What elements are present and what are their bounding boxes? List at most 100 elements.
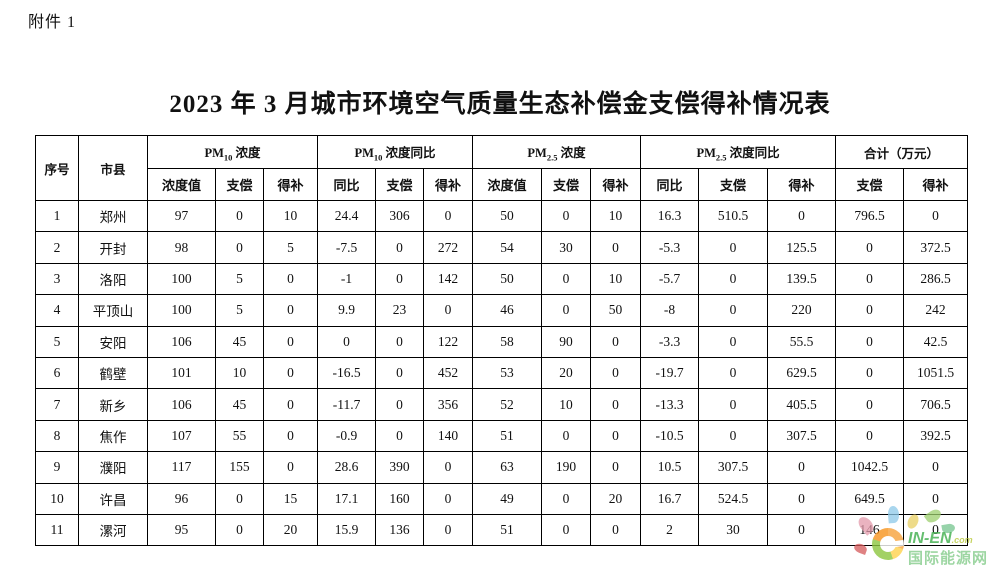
city-cell: 郑州 bbox=[78, 199, 148, 233]
value-cell: 0 bbox=[262, 451, 319, 484]
value-cell: 142 bbox=[423, 262, 474, 296]
value-cell: 0 bbox=[590, 231, 642, 264]
value-cell: 0 bbox=[835, 325, 905, 358]
value-cell: 0 bbox=[215, 513, 264, 547]
subcol-concentration: 浓度值 bbox=[147, 168, 216, 201]
value-cell: 96 bbox=[147, 482, 216, 515]
subcol-yoy: 同比 bbox=[640, 168, 700, 201]
value-cell: 10 bbox=[590, 199, 642, 233]
value-cell: 55 bbox=[215, 419, 264, 453]
row-index-cell: 9 bbox=[35, 451, 79, 484]
value-cell: 0 bbox=[767, 199, 837, 233]
col-group-pm25-concentration: PM2.5 浓度 bbox=[472, 135, 642, 169]
value-cell: 106 bbox=[147, 388, 216, 421]
value-cell: 10 bbox=[590, 262, 642, 296]
value-cell: 306 bbox=[375, 199, 425, 233]
value-cell: 0 bbox=[698, 325, 769, 358]
value-cell: 52 bbox=[472, 388, 543, 421]
pm-label: PM bbox=[527, 145, 547, 160]
value-cell: 307.5 bbox=[767, 419, 837, 453]
col-header-city: 市县 bbox=[78, 135, 148, 201]
value-cell: 524.5 bbox=[698, 482, 769, 515]
col-group-pm10-concentration: PM10 浓度 bbox=[146, 135, 319, 169]
value-cell: -3.3 bbox=[640, 325, 700, 358]
table-row: 8 焦作 107 55 0 -0.9 0 140 51 0 0 -10.5 0 307.5 0 392.5 bbox=[35, 419, 969, 453]
value-cell: 136 bbox=[375, 513, 425, 547]
value-cell: 0 bbox=[375, 388, 425, 421]
subcol-receive: 得补 bbox=[767, 168, 837, 201]
value-cell: 139.5 bbox=[767, 262, 837, 296]
value-cell: 16.7 bbox=[640, 482, 700, 515]
value-cell: 0 bbox=[835, 231, 905, 264]
value-cell: 0 bbox=[541, 513, 592, 547]
row-index-cell: 2 bbox=[35, 231, 79, 264]
row-index-cell: 1 bbox=[35, 199, 79, 233]
row-index-cell: 4 bbox=[35, 294, 79, 327]
value-cell: 0 bbox=[590, 356, 642, 390]
value-cell: 95 bbox=[147, 513, 216, 547]
value-cell: 9.9 bbox=[317, 294, 377, 327]
value-cell: 0 bbox=[835, 262, 905, 296]
value-cell: 50 bbox=[590, 294, 642, 327]
pm-label: PM bbox=[696, 145, 716, 160]
row-index-cell: 3 bbox=[35, 262, 79, 296]
subcol-pay: 支偿 bbox=[541, 168, 592, 201]
row-index-cell: 6 bbox=[35, 356, 79, 390]
value-cell: -19.7 bbox=[640, 356, 700, 390]
value-cell: 0 bbox=[835, 419, 905, 453]
city-cell: 濮阳 bbox=[78, 451, 148, 484]
value-cell: 0 bbox=[262, 262, 319, 296]
col-header-index: 序号 bbox=[35, 135, 79, 201]
value-cell: 0 bbox=[375, 325, 425, 358]
col-group-pm10-yoy: PM10 浓度同比 bbox=[317, 135, 474, 169]
value-cell: 272 bbox=[423, 231, 474, 264]
value-cell: 5 bbox=[215, 294, 264, 327]
value-cell: 50 bbox=[472, 262, 543, 296]
value-cell: 20 bbox=[262, 513, 319, 547]
value-cell: 98 bbox=[147, 231, 216, 264]
group-suffix: 浓度同比 bbox=[382, 145, 436, 160]
pm-subscript: 10 bbox=[223, 152, 233, 163]
value-cell: 0 bbox=[698, 294, 769, 327]
value-cell: 10 bbox=[541, 388, 592, 421]
value-cell: -11.7 bbox=[317, 388, 377, 421]
value-cell: 796.5 bbox=[835, 199, 905, 233]
value-cell: 20 bbox=[541, 356, 592, 390]
value-cell: 5 bbox=[262, 231, 319, 264]
attachment-label: 附件 1 bbox=[28, 14, 77, 31]
value-cell: 0 bbox=[262, 388, 319, 421]
value-cell: 190 bbox=[541, 451, 592, 484]
value-cell: 51 bbox=[472, 419, 543, 453]
subcol-pay: 支偿 bbox=[215, 168, 264, 201]
value-cell: -5.3 bbox=[640, 231, 700, 264]
value-cell: 51 bbox=[472, 513, 543, 547]
page-title: 2023 年 3 月城市环境空气质量生态补偿金支偿得补情况表 bbox=[169, 91, 831, 118]
value-cell: 0 bbox=[835, 388, 905, 421]
value-cell: 0 bbox=[423, 294, 474, 327]
subcol-receive: 得补 bbox=[262, 168, 319, 201]
header-sub-row: 浓度值 支偿 得补 同比 支偿 得补 浓度值 支偿 得补 同比 支偿 得补 支偿… bbox=[36, 168, 969, 201]
pm-subscript: 2.5 bbox=[546, 152, 558, 163]
value-cell: 28.6 bbox=[317, 451, 377, 484]
value-cell: 0 bbox=[767, 513, 837, 547]
city-cell: 平顶山 bbox=[78, 294, 148, 327]
pm-label: PM bbox=[354, 145, 374, 160]
header-group-row: 序号 市县 PM10 浓度 PM10 浓度同比 PM2.5 浓度 PM2.5 浓… bbox=[35, 135, 969, 201]
value-cell: 0 bbox=[698, 231, 769, 264]
value-cell: 0 bbox=[262, 356, 319, 390]
value-cell: 5 bbox=[215, 262, 264, 296]
value-cell: 0 bbox=[375, 262, 425, 296]
value-cell: 0 bbox=[590, 513, 642, 547]
value-cell: 0 bbox=[541, 419, 592, 453]
value-cell: 100 bbox=[147, 262, 216, 296]
value-cell: 510.5 bbox=[698, 199, 769, 233]
subcol-pay: 支偿 bbox=[835, 168, 905, 201]
value-cell: 0 bbox=[423, 513, 474, 547]
value-cell: 649.5 bbox=[835, 482, 905, 515]
value-cell: 307.5 bbox=[698, 451, 769, 484]
value-cell: 42.5 bbox=[903, 325, 969, 358]
city-cell: 新乡 bbox=[78, 388, 148, 421]
row-index-cell: 7 bbox=[35, 388, 79, 421]
value-cell: 0 bbox=[215, 482, 264, 515]
value-cell: 1051.5 bbox=[903, 356, 969, 390]
